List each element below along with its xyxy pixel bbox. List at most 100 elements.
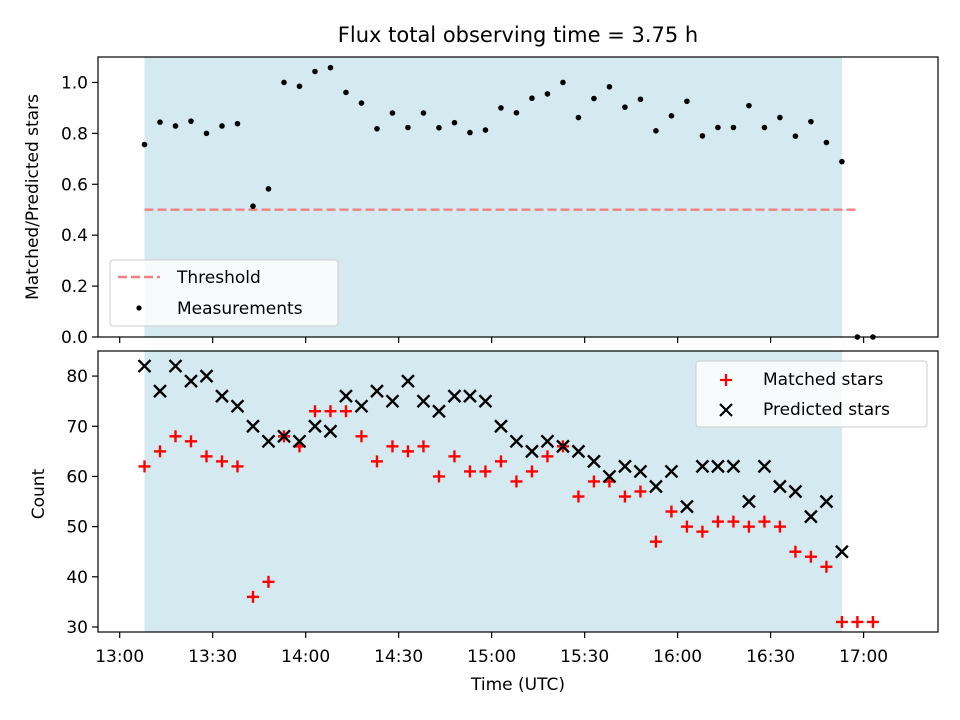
measurement-point [188, 118, 194, 124]
matched-star-point [510, 475, 523, 488]
predicted-star-point [447, 389, 462, 404]
predicted-star-point [525, 444, 539, 459]
predicted-star-point [261, 434, 276, 449]
predicted-star-point [556, 439, 570, 454]
predicted-star-point [711, 459, 725, 474]
matched-star-point [804, 550, 817, 563]
predicted-star-point [215, 389, 229, 404]
predicted-star-point [695, 459, 710, 474]
measurement-point [606, 83, 613, 90]
measurement-point [544, 91, 551, 97]
matched-star-point [494, 455, 507, 468]
predicted-star-point [354, 399, 369, 414]
top-y-tick-label: 0.6 [61, 175, 88, 195]
matched-star-point [246, 590, 259, 603]
predicted-star-point [664, 464, 679, 479]
matched-star-point [262, 575, 275, 588]
measurement-point [343, 89, 349, 96]
predicted-star-point [246, 419, 260, 434]
matched-star-point [835, 615, 848, 628]
measurement-point [684, 98, 690, 105]
predicted-star-point [819, 494, 834, 509]
matched-star-point [587, 475, 600, 488]
top-y-axis-label: Matched/Predicted stars [23, 94, 43, 300]
bottom-x-axis: 13:00 13:30 14:00 14:30 15:00 15:30 16:00 16:30… [95, 632, 888, 667]
measurement-point [250, 203, 256, 209]
measurement-point [591, 95, 597, 102]
matched-star-point [184, 435, 197, 448]
predicted-star-point [804, 509, 818, 524]
measurement-point [374, 125, 380, 132]
measurement-point [327, 64, 334, 71]
matched-star-point [401, 445, 414, 458]
matched-star-point [758, 515, 771, 528]
predicted-star-point [184, 374, 198, 388]
measurement-point [172, 123, 179, 129]
predicted-star-point [757, 459, 772, 474]
measurement-point [420, 110, 427, 116]
measurement-point [668, 113, 675, 119]
predicted-star-point [137, 359, 152, 373]
x-tick-label: 13:30 [188, 647, 237, 667]
matched-star-point [417, 440, 430, 453]
predicted-star-point [416, 394, 431, 409]
measurement-point [529, 95, 535, 102]
bottom-y-axis: 30 40 50 60 70 80 [66, 367, 98, 638]
predicted-star-point [773, 479, 787, 494]
measurement-point [157, 119, 163, 125]
measurements-legend-swatch [136, 305, 142, 311]
matched-star-point [851, 615, 864, 628]
measurement-point [451, 119, 458, 126]
matched-star-point [479, 465, 492, 478]
top-y-tick-label: 0.8 [61, 124, 88, 144]
top-y-tick-label: 0.4 [61, 226, 88, 246]
measurement-point [219, 123, 225, 129]
matched-star-point [463, 465, 476, 478]
bottom-legend-box [695, 360, 928, 428]
predicted-star-point [323, 424, 338, 439]
x-tick-label: 13:00 [95, 647, 144, 667]
measurement-point [234, 120, 241, 127]
x-tick-label: 14:30 [374, 647, 423, 667]
measurement-point [715, 124, 721, 131]
x-tick-label: 16:30 [746, 647, 795, 667]
measurement-point [823, 139, 830, 146]
predicted-star-point [835, 544, 849, 559]
predicted-star-point [680, 499, 694, 514]
matched-star-point [820, 560, 833, 573]
matched-star-point [370, 455, 383, 468]
matched-star-point [634, 485, 647, 498]
bottom-y-axis-label: Count [29, 468, 49, 519]
predicted-star-point [478, 394, 493, 409]
measurement-point [637, 96, 644, 103]
matched-star-point [153, 445, 166, 458]
measurement-point [622, 104, 628, 110]
matched-star-point [448, 450, 461, 463]
measurement-point [296, 83, 303, 90]
matched-star-point [727, 515, 740, 528]
matched-star-point [572, 490, 585, 503]
measurement-point [777, 114, 783, 121]
measurement-point [358, 100, 365, 106]
measurement-point [792, 133, 799, 139]
predicted-star-point [726, 459, 741, 474]
predicted-star-point [540, 434, 555, 449]
x-axis-label: Time (UTC) [470, 675, 565, 695]
measurement-point [730, 124, 737, 131]
matched-star-point [773, 520, 786, 533]
predicted-star-point [509, 434, 524, 449]
bottom-y-tick-label: 70 [66, 417, 88, 437]
predicted-star-point [432, 404, 446, 419]
predicted-star-point [339, 389, 353, 404]
measurement-point [699, 133, 706, 139]
matched-star-point [339, 405, 352, 418]
matched-star-point [541, 450, 554, 463]
predicted-star-point [602, 469, 617, 484]
predicted-star-point [494, 419, 508, 434]
measurement-point [312, 68, 318, 75]
predicted-star-point [401, 374, 415, 388]
top-x-ticks [119, 337, 865, 343]
bottom-y-tick-label: 40 [66, 568, 88, 588]
matched-star-point [866, 615, 879, 628]
predicted-star-point [153, 384, 167, 398]
